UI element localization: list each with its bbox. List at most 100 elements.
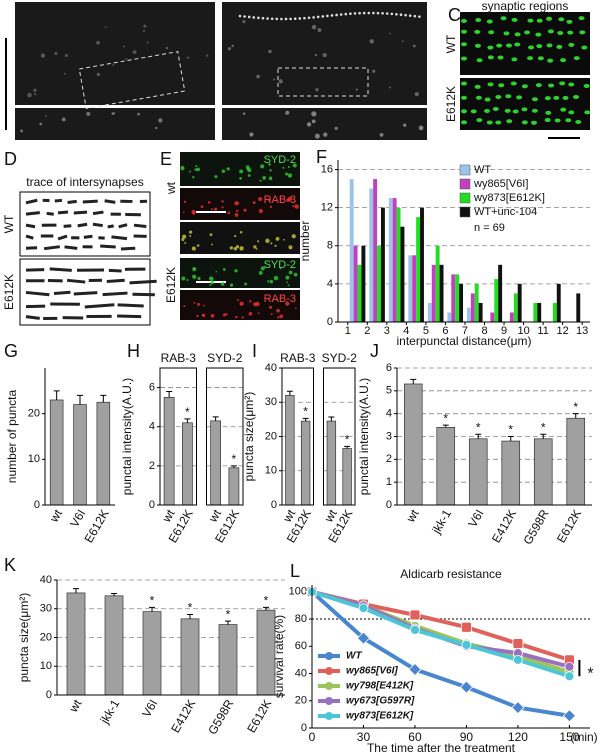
zoom-box: [277, 67, 369, 97]
punctum: [536, 44, 543, 49]
row-label: WT: [2, 214, 16, 233]
punctum: [197, 276, 201, 281]
punctum: [252, 201, 256, 204]
y-tick-label: 3: [386, 430, 392, 442]
punctum: [61, 117, 66, 122]
trace: [66, 278, 86, 284]
punctum: [292, 204, 295, 207]
punctum: [544, 118, 551, 123]
legend-label: wy673[G597R]: [346, 696, 415, 707]
punctum: [257, 312, 260, 315]
error-bar: [187, 614, 193, 619]
punctum: [235, 315, 238, 319]
y-axis-label: punctal intensity(A.U.): [357, 378, 371, 495]
punctum: [497, 55, 504, 60]
trace: [25, 223, 36, 229]
punctum: [191, 246, 196, 251]
bar: [357, 264, 362, 322]
y-tick-label: 20: [40, 631, 52, 643]
subpanel-title: RAB-3: [161, 351, 197, 365]
bar: [361, 245, 366, 322]
significance: *: [476, 420, 481, 434]
bar: [470, 293, 475, 322]
trace: [84, 303, 115, 309]
punctum: [234, 213, 239, 217]
punctum: [262, 176, 267, 180]
error-bar: [230, 465, 237, 468]
marker: [513, 655, 523, 665]
punctum: [287, 173, 293, 178]
error-bar: [149, 606, 155, 612]
panel-letter: I: [252, 341, 257, 361]
trace: [108, 268, 122, 273]
marker: [459, 680, 474, 694]
bar: [533, 302, 538, 322]
punctum: [34, 92, 37, 96]
error-bar: [212, 416, 219, 421]
punctum: [511, 57, 518, 62]
punctum: [269, 205, 273, 208]
punctum: [514, 32, 521, 37]
punctum: [408, 14, 412, 17]
punctum: [209, 276, 214, 281]
row-label: WT: [444, 34, 458, 53]
x-tick-label: 3: [384, 325, 390, 337]
punctum: [461, 19, 467, 24]
bar: [182, 422, 193, 506]
legend-label: wy798[E412K]: [346, 681, 414, 692]
punctum: [514, 42, 521, 47]
punctum: [260, 164, 265, 169]
x-tick-label: 90: [460, 730, 474, 744]
punctum: [193, 301, 196, 304]
x-tick-label: 7: [462, 325, 468, 337]
punctum: [546, 16, 553, 21]
trace: [57, 210, 69, 215]
punctum: [476, 58, 483, 63]
punctum: [579, 30, 586, 35]
frame: [159, 367, 197, 506]
trace: [73, 210, 88, 215]
punctum: [475, 18, 482, 23]
bar: [403, 383, 423, 506]
punctum: [385, 12, 389, 15]
punctum: [197, 302, 201, 306]
y-tick-label: 30: [40, 603, 52, 615]
punctum: [399, 13, 403, 16]
punctum: [196, 314, 199, 318]
punctum: [486, 19, 493, 24]
error-bar: [73, 588, 79, 593]
punctum: [556, 44, 563, 49]
legend-marker: [325, 712, 333, 720]
punctum: [355, 88, 358, 91]
significance: *: [443, 411, 448, 425]
row-label: E612K: [444, 86, 458, 122]
punctum: [243, 15, 246, 18]
bar: [392, 198, 397, 322]
error-bar: [442, 424, 449, 428]
punctum: [189, 230, 193, 234]
panel-letter: E: [160, 149, 172, 169]
x-tick-label: 150: [559, 730, 579, 744]
punctum: [322, 53, 327, 58]
marker: [562, 709, 576, 723]
punctum: [379, 132, 384, 137]
punctum: [239, 230, 243, 234]
punctum: [194, 168, 198, 171]
bar: [353, 245, 358, 322]
punctum: [358, 11, 361, 15]
trace: [49, 267, 72, 272]
bar: [377, 245, 381, 322]
panel-letter: H: [127, 341, 140, 361]
legend-label: wy873[E612K]: [346, 711, 414, 722]
punctum: [279, 314, 284, 319]
error-bar: [302, 417, 309, 422]
trace: [92, 210, 104, 216]
marker: [512, 638, 524, 649]
y-tick-label: 0: [149, 499, 155, 511]
legend-swatch: [459, 206, 471, 218]
panel-letter: D: [4, 149, 17, 169]
punctum: [96, 72, 101, 77]
punctum: [111, 112, 115, 115]
legend-label: WT: [346, 651, 362, 662]
legend-label: WT+unc-104: [474, 206, 537, 218]
